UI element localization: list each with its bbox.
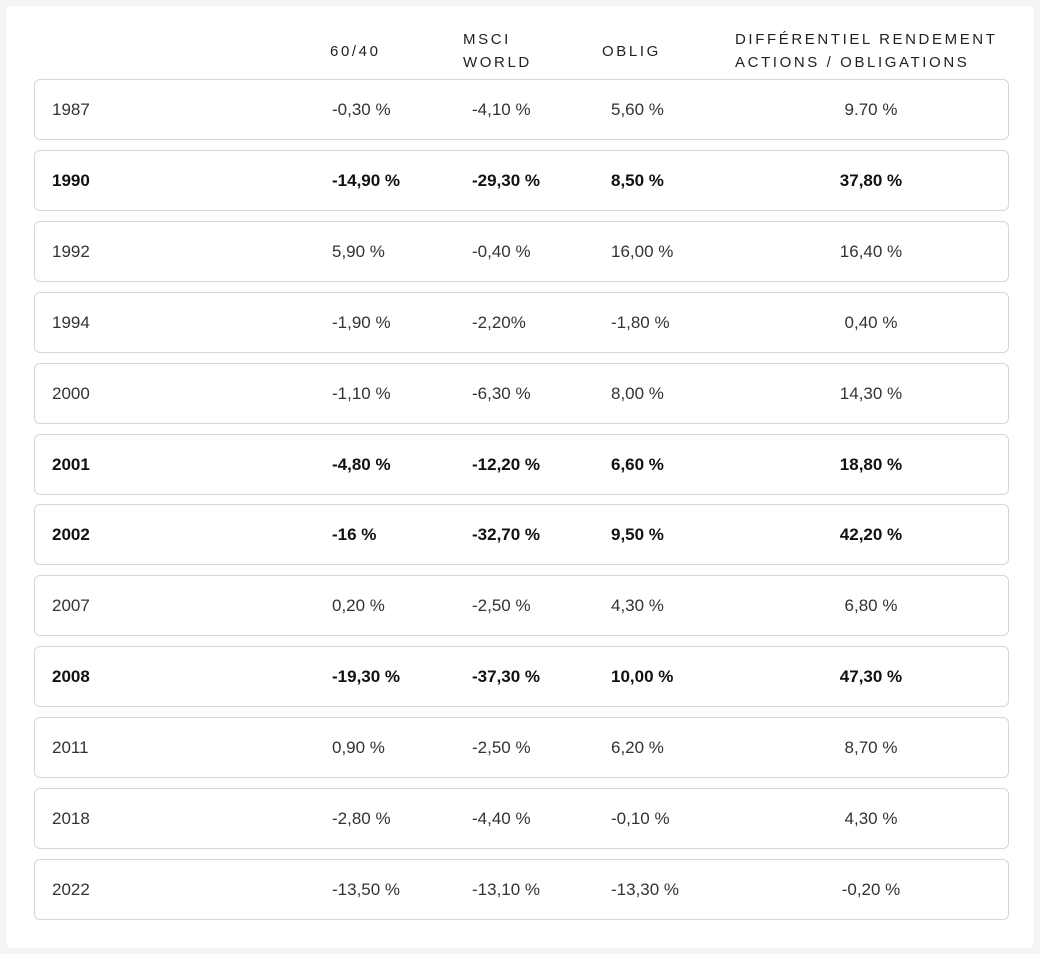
- table-row: 2011 0,90 % -2,50 % 6,20 % 8,70 %: [34, 717, 1009, 779]
- cell-differentiel: 47,30 %: [839, 667, 903, 687]
- cell-oblig: 4,30 %: [611, 596, 664, 616]
- cell-year: 1987: [52, 100, 90, 119]
- cell-year: 2011: [52, 738, 89, 758]
- cell-oblig: 8,50 %: [611, 170, 664, 190]
- cell-6040: -1,10 %: [332, 383, 391, 403]
- cell-differentiel: 18,80 %: [839, 454, 903, 474]
- cell-oblig: 5,60 %: [611, 100, 664, 119]
- cell-msci-world: -4,10 %: [472, 100, 531, 119]
- table-row: 2022 -13,50 % -13,10 % -13,30 % -0,20 %: [34, 858, 1009, 920]
- cell-6040: -2,80 %: [332, 809, 391, 828]
- cell-6040: 5,90 %: [332, 241, 385, 261]
- cell-msci-world: -2,20%: [472, 312, 526, 332]
- table-row: 1987 -0,30 % -4,10 % 5,60 % 9.70 %: [34, 79, 1009, 140]
- cell-year: 2002: [52, 525, 90, 545]
- table-row: 1994 -1,90 % -2,20% -1,80 % 0,40 %: [34, 291, 1009, 353]
- table-row: 1992 5,90 % -0,40 % 16,00 % 16,40 %: [34, 220, 1009, 282]
- cell-msci-world: -32,70 %: [472, 525, 541, 545]
- cell-6040: -16 %: [332, 525, 377, 545]
- header-msci-world: MSCI WORLD: [463, 31, 532, 71]
- cell-year: 2000: [52, 383, 90, 403]
- cell-year: 2008: [52, 667, 90, 687]
- cell-oblig: 9,50 %: [611, 525, 664, 545]
- cell-year: 2022: [52, 879, 90, 899]
- cell-year: 1994: [52, 312, 90, 332]
- cell-differentiel: 16,40 %: [839, 241, 903, 261]
- header-oblig: OBLIG: [602, 43, 661, 60]
- table-row: 2000 -1,10 % -6,30 % 8,00 % 14,30 %: [34, 362, 1009, 424]
- cell-year: 2018: [52, 809, 90, 828]
- cell-msci-world: -29,30 %: [472, 170, 541, 190]
- cell-6040: -13,50 %: [332, 879, 401, 899]
- table-row: 2002 -16 % -32,70 % 9,50 % 42,20 %: [34, 504, 1009, 566]
- cell-6040: -19,30 %: [332, 667, 401, 687]
- cell-oblig: -0,10 %: [611, 809, 670, 828]
- cell-year: 2001: [52, 454, 90, 474]
- cell-msci-world: -2,50 %: [472, 738, 531, 758]
- table-header: 60/40 MSCI WORLD OBLIG DIFFÉRENTIEL REND…: [6, 6, 1034, 86]
- cell-differentiel: 9.70 %: [844, 100, 898, 119]
- header-differentiel: DIFFÉRENTIEL RENDEMENT ACTIONS / OBLIGAT…: [735, 31, 998, 71]
- cell-oblig: -13,30 %: [611, 879, 680, 899]
- cell-differentiel: 42,20 %: [839, 525, 903, 545]
- cell-msci-world: -6,30 %: [472, 383, 531, 403]
- cell-6040: -4,80 %: [332, 454, 391, 474]
- cell-msci-world: -0,40 %: [472, 241, 531, 261]
- cell-differentiel: 37,80 %: [839, 170, 903, 190]
- cell-msci-world: -12,20 %: [472, 454, 541, 474]
- cell-year: 1990: [52, 170, 90, 190]
- cell-oblig: 10,00 %: [611, 667, 674, 687]
- table-row: 2007 0,20 % -2,50 % 4,30 % 6,80 %: [34, 575, 1009, 637]
- cell-differentiel: 6,80 %: [844, 596, 898, 616]
- cell-6040: 0,20 %: [332, 596, 385, 616]
- cell-differentiel: 8,70 %: [844, 738, 898, 758]
- table-row: 2018 -2,80 % -4,40 % -0,10 % 4,30 %: [34, 788, 1009, 849]
- cell-differentiel: -0,20 %: [841, 879, 901, 899]
- cell-msci-world: -2,50 %: [472, 596, 531, 616]
- cell-msci-world: -13,10 %: [472, 879, 541, 899]
- cell-oblig: 6,20 %: [611, 738, 664, 758]
- cell-differentiel: 14,30 %: [839, 383, 903, 403]
- table-row: 2001 -4,80 % -12,20 % 6,60 % 18,80 %: [34, 433, 1009, 495]
- cell-year: 1992: [52, 241, 90, 261]
- header-6040: 60/40: [330, 43, 381, 60]
- cell-6040: -14,90 %: [332, 170, 401, 190]
- cell-oblig: 6,60 %: [611, 454, 664, 474]
- cell-6040: -0,30 %: [332, 100, 391, 119]
- cell-oblig: 8,00 %: [611, 383, 664, 403]
- cell-differentiel: 0,40 %: [844, 312, 898, 332]
- cell-6040: 0,90 %: [332, 738, 385, 758]
- cell-oblig: -1,80 %: [611, 312, 670, 332]
- cell-oblig: 16,00 %: [611, 241, 674, 261]
- cell-6040: -1,90 %: [332, 312, 391, 332]
- cell-year: 2007: [52, 596, 90, 616]
- cell-msci-world: -4,40 %: [472, 809, 531, 828]
- table-card: 60/40 MSCI WORLD OBLIG DIFFÉRENTIEL REND…: [6, 6, 1034, 948]
- table-row: 1990 -14,90 % -29,30 % 8,50 % 37,80 %: [34, 149, 1009, 211]
- table-row: 2008 -19,30 % -37,30 % 10,00 % 47,30 %: [34, 646, 1009, 708]
- cell-msci-world: -37,30 %: [472, 667, 541, 687]
- cell-differentiel: 4,30 %: [844, 809, 898, 828]
